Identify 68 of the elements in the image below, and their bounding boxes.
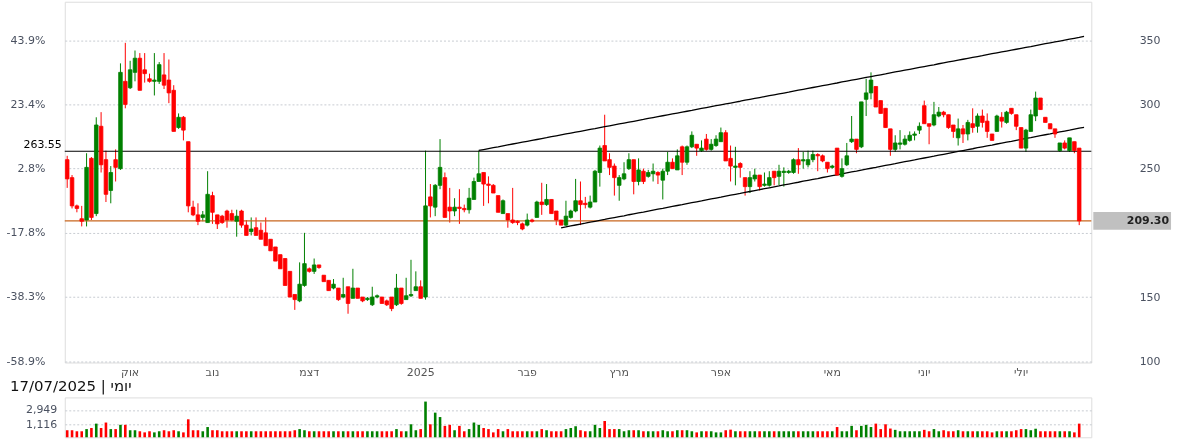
candlestick [955,118,961,147]
candlestick [113,148,118,182]
candlestick [888,128,893,157]
candlestick [79,205,84,227]
candlestick [960,124,966,144]
candlestick [679,145,685,176]
candlestick [897,129,903,150]
candlestick [563,200,569,227]
x-tick-label: יוני [918,365,931,379]
candlestick [195,202,201,226]
x-tick-label: 2025 [406,365,435,379]
y-tick-label: 300 [1139,97,1161,111]
candlestick [636,157,641,186]
y-tick-label: 350 [1139,33,1161,47]
candlestick [868,71,874,100]
candlestick [350,268,356,299]
candlestick [931,101,937,127]
candlestick [108,165,113,204]
candlestick [234,209,239,238]
ref-line-label: 263.55 [23,138,62,152]
candlestick [796,147,801,175]
y-tick-label: 250 [1139,162,1161,176]
candlestick [539,182,544,216]
candlestick [408,259,414,298]
candlestick [428,183,433,218]
x-tick-label: יולי [1014,365,1029,379]
candlestick [970,107,975,134]
candlestick [181,115,186,141]
candlestick [650,163,656,182]
x-tick-label: אוק [121,365,140,379]
chart-title: יומי | 17/07/2025 [9,377,132,396]
y2-tick-label: -17.8% [6,226,46,240]
candlestick [849,115,854,144]
candlestick [394,273,399,307]
candlestick [544,183,549,207]
y-tick-label: 100 [1139,354,1161,368]
y-tick-label: 150 [1139,290,1161,304]
candlestick [631,159,636,195]
candlestick [965,119,971,141]
candlestick [617,174,622,202]
candlestick [1018,127,1024,149]
x-tick-label: פבר [517,365,538,379]
candlestick [161,52,167,90]
y2-tick-label: 2.8% [17,162,46,176]
candlestick [781,166,787,188]
y2-tick-label: -38.3% [6,290,46,304]
candlestick [747,170,753,194]
x-tick-label: מרץ [609,365,629,379]
candlestick [123,42,128,109]
candlestick [805,150,811,168]
candlestick [733,146,738,186]
candlestick [839,157,845,179]
candlestick [975,112,980,134]
x-tick-label: נוב [205,365,220,379]
candlestick [776,164,782,186]
x-tick-label: אפר [710,365,732,379]
candlestick [345,286,351,315]
ref-line-label: 209.30 [1126,213,1170,227]
candlestick [655,170,661,185]
x-tick-label: מאי [823,365,841,379]
y-tick-label: 1,116 [25,417,58,431]
candlestick [675,148,680,171]
candlestick [210,191,215,225]
y2-tick-label: 43.9% [10,33,46,47]
x-tick-label: דצמ [299,365,320,379]
y2-tick-label: -58.9% [6,354,46,368]
y2-tick-label: 23.4% [10,97,46,111]
y-tick-label: 2,949 [25,403,58,417]
